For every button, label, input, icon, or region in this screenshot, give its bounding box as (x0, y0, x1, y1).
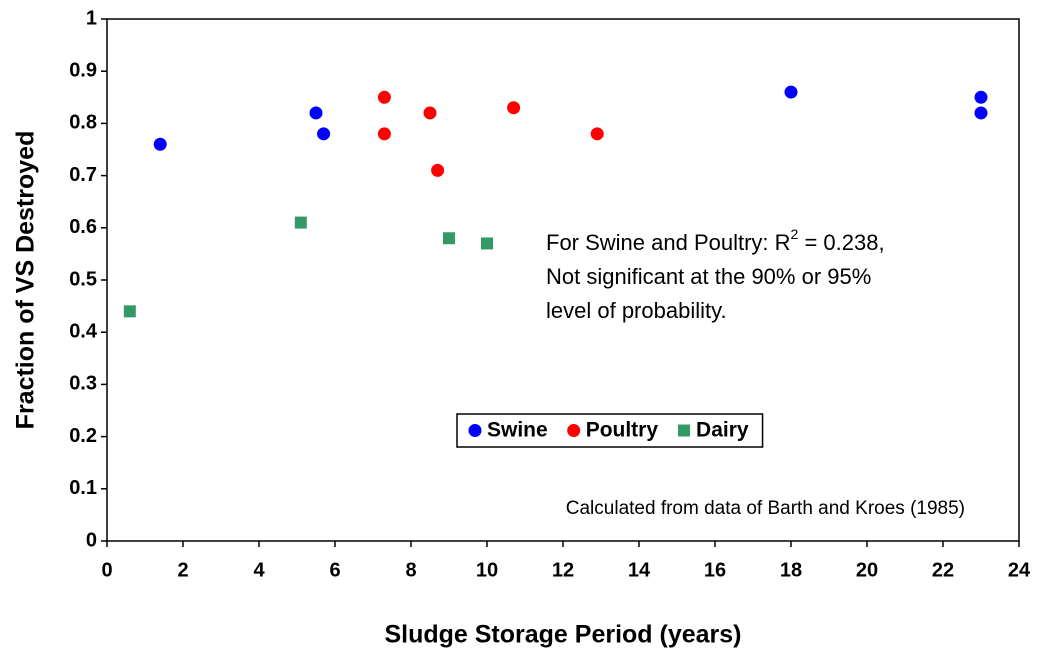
point (443, 232, 455, 245)
x-tick-label: 20 (856, 559, 878, 581)
point (974, 106, 988, 120)
x-tick-label: 10 (476, 559, 498, 581)
annotation-part: level of probability. (546, 298, 727, 323)
point (507, 101, 521, 115)
legend-marker (678, 424, 691, 437)
y-tick-label: 0.9 (69, 59, 97, 81)
point (309, 106, 323, 120)
point (377, 127, 391, 141)
annotation: level of probability. (546, 298, 727, 323)
y-tick-label: 0.2 (69, 425, 97, 447)
point (294, 216, 307, 229)
point (481, 237, 493, 250)
legend-label: Dairy (696, 419, 749, 442)
x-tick-label: 6 (329, 559, 340, 581)
x-tick-label: 14 (628, 559, 651, 581)
annotation: For Swine and Poultry: R2 = 0.238, (546, 226, 885, 255)
annotation: Not significant at the 90% or 95% (546, 264, 871, 289)
annotation-part: For Swine and Poultry: R (546, 230, 791, 255)
y-tick-label: 1 (86, 7, 97, 29)
y-tick-label: 0.6 (69, 216, 97, 238)
legend-marker (468, 424, 482, 437)
y-tick-label: 0.3 (69, 373, 97, 395)
annotation-part: = 0.238, (798, 230, 884, 255)
legend-label: Swine (487, 419, 548, 442)
legend-box (456, 413, 764, 448)
x-tick-label: 8 (405, 559, 416, 581)
annotation-part: 2 (791, 226, 799, 242)
legend-label: Poultry (586, 419, 659, 442)
point (590, 127, 604, 141)
point (317, 127, 331, 141)
y-tick-label: 0.5 (69, 268, 97, 290)
x-tick-label: 18 (780, 559, 802, 581)
y-tick-label: 0.4 (69, 320, 98, 342)
y-tick-label: 0.1 (69, 477, 97, 499)
x-tick-label: 24 (1008, 559, 1031, 581)
point (123, 305, 136, 318)
source-note: Calculated from data of Barth and Kroes … (566, 498, 965, 519)
point (153, 137, 167, 151)
y-tick-label: 0.7 (69, 164, 97, 186)
y-tick-label: 0 (86, 529, 97, 551)
annotation-part: Not significant at the 90% or 95% (546, 264, 871, 289)
point (974, 90, 988, 104)
y-axis-title: Fraction of VS Destroyed (12, 131, 40, 430)
x-tick-label: 2 (177, 559, 188, 581)
x-tick-label: 22 (932, 559, 954, 581)
point (431, 163, 445, 177)
y-tick-label: 0.8 (69, 112, 97, 134)
x-axis-title: Sludge Storage Period (years) (384, 621, 741, 649)
x-tick-label: 16 (704, 559, 726, 581)
point (784, 85, 798, 99)
x-tick-label: 0 (101, 559, 112, 581)
legend-marker (567, 424, 581, 437)
point (377, 90, 391, 104)
x-tick-label: 12 (552, 559, 574, 581)
x-tick-label: 4 (253, 559, 265, 581)
point (423, 106, 437, 120)
